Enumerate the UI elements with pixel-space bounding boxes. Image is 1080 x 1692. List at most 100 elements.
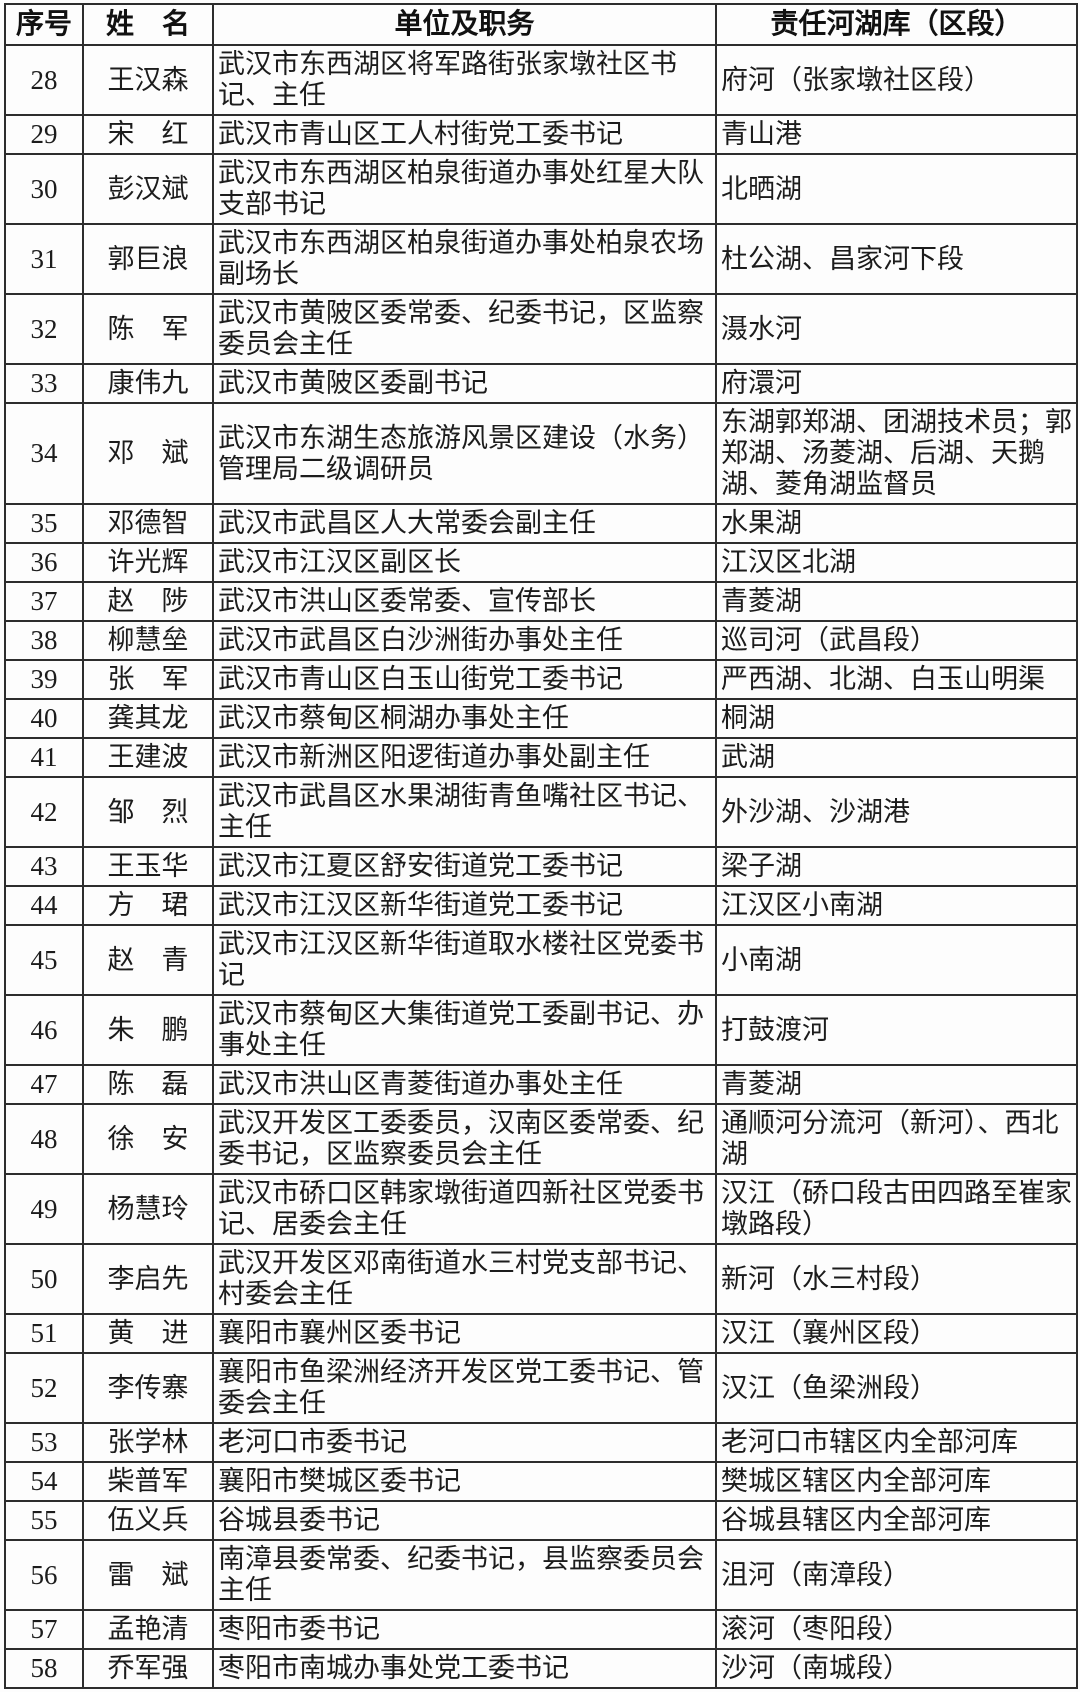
name-cell: 乔军强 [82,1648,214,1689]
table-row: 50 李启先 武汉开发区邓南街道水三村党支部书记、村委会主任 新河（水三村段） [4,1243,1078,1315]
index-cell: 41 [4,737,84,778]
river-cell: 青山港 [715,114,1078,155]
river-cell: 汉江（襄州区段） [715,1313,1078,1354]
table-row: 56 雷 斌南漳县委常委、纪委书记，县监察委员会主任 沮河（南漳段） [4,1539,1078,1611]
table-row: 29 宋 红武汉市青山区工人村街党工委书记 青山港 [4,114,1078,155]
table-row: 52 李传寨 襄阳市鱼梁洲经济开发区党工委书记、管委会主任 汉江（鱼梁洲段） [4,1352,1078,1424]
index-cell: 40 [4,698,84,739]
name-cell: 方 珺 [82,885,214,926]
name-cell: 王建波 [82,737,214,778]
index-cell: 49 [4,1173,84,1245]
index-cell: 52 [4,1352,84,1424]
unit-cell: 武汉市东西湖区柏泉街道办事处柏泉农场副场长 [212,223,717,295]
unit-cell: 武汉市黄陂区委常委、纪委书记，区监察委员会主任 [212,293,717,365]
table-row: 47 陈 磊武汉市洪山区青菱街道办事处主任 青菱湖 [4,1064,1078,1105]
river-cell: 谷城县辖区内全部河库 [715,1500,1078,1541]
name-cell: 张学林 [82,1422,214,1463]
name-cell: 雷 斌 [82,1539,214,1611]
index-cell: 46 [4,994,84,1066]
index-cell: 39 [4,659,84,700]
river-cell: 府河（张家墩社区段） [715,44,1078,116]
name-cell: 陈 磊 [82,1064,214,1105]
table-row: 51 黄 进襄阳市襄州区委书记 汉江（襄州区段） [4,1313,1078,1354]
index-cell: 55 [4,1500,84,1541]
river-cell: 武湖 [715,737,1078,778]
table-row: 45 赵 青武汉市江汉区新华街道取水楼社区党委书记 小南湖 [4,924,1078,996]
index-cell: 42 [4,776,84,848]
index-cell: 30 [4,153,84,225]
unit-cell: 武汉市江汉区新华街道取水楼社区党委书记 [212,924,717,996]
river-cell: 江汉区北湖 [715,542,1078,583]
unit-cell: 武汉市洪山区委常委、宣传部长 [212,581,717,622]
index-cell: 48 [4,1103,84,1175]
unit-cell: 武汉市江夏区舒安街道党工委书记 [212,846,717,887]
index-cell: 31 [4,223,84,295]
table-row: 57 孟艳清 枣阳市委书记 滚河（枣阳段） [4,1609,1078,1650]
name-cell: 孟艳清 [82,1609,214,1650]
index-cell: 33 [4,363,84,404]
index-cell: 54 [4,1461,84,1502]
table-row: 28 王汉森 武汉市东西湖区将军路街张家墩社区书记、主任 府河（张家墩社区段） [4,44,1078,116]
table-row: 43 王玉华 武汉市江夏区舒安街道党工委书记 梁子湖 [4,846,1078,887]
river-cell: 滠水河 [715,293,1078,365]
name-cell: 李启先 [82,1243,214,1315]
unit-cell: 武汉市青山区白玉山街党工委书记 [212,659,717,700]
header-row: 序号 姓 名 单位及职务 责任河湖库（区段） [4,3,1078,46]
river-cell: 老河口市辖区内全部河库 [715,1422,1078,1463]
table-row: 33 康伟九 武汉市黄陂区委副书记 府澴河 [4,363,1078,404]
index-cell: 53 [4,1422,84,1463]
name-cell: 邓德智 [82,503,214,544]
river-cell: 杜公湖、昌家河下段 [715,223,1078,295]
index-cell: 43 [4,846,84,887]
table-row: 30 彭汉斌 武汉市东西湖区柏泉街道办事处红星大队支部书记 北晒湖 [4,153,1078,225]
table-body: 28 王汉森 武汉市东西湖区将军路街张家墩社区书记、主任 府河（张家墩社区段） 29 宋 … [4,44,1078,1689]
name-cell: 王汉森 [82,44,214,116]
name-cell: 彭汉斌 [82,153,214,225]
river-cell: 巡司河（武昌段） [715,620,1078,661]
index-cell: 56 [4,1539,84,1611]
table-row: 37 赵 陟武汉市洪山区委常委、宣传部长 青菱湖 [4,581,1078,622]
river-cell: 府澴河 [715,363,1078,404]
index-cell: 29 [4,114,84,155]
name-cell: 赵 青 [82,924,214,996]
unit-cell: 武汉市江汉区副区长 [212,542,717,583]
table-row: 49 杨慧玲 武汉市硚口区韩家墩街道四新社区党委书记、居委会主任 汉江（硚口段古田四路… [4,1173,1078,1245]
table-row: 46 朱 鹏武汉市蔡甸区大集街道党工委副书记、办事处主任 打鼓渡河 [4,994,1078,1066]
unit-cell: 武汉市黄陂区委副书记 [212,363,717,404]
unit-cell: 武汉市武昌区白沙洲街办事处主任 [212,620,717,661]
unit-cell: 武汉市新洲区阳逻街道办事处副主任 [212,737,717,778]
index-cell: 32 [4,293,84,365]
unit-cell: 武汉开发区邓南街道水三村党支部书记、村委会主任 [212,1243,717,1315]
index-cell: 36 [4,542,84,583]
column-header-river: 责任河湖库（区段） [715,3,1078,46]
name-cell: 柳慧垒 [82,620,214,661]
unit-cell: 襄阳市樊城区委书记 [212,1461,717,1502]
unit-cell: 武汉开发区工委委员，汉南区委常委、纪委书记，区监察委员会主任 [212,1103,717,1175]
unit-cell: 武汉市青山区工人村街党工委书记 [212,114,717,155]
river-cell: 沙河（南城段） [715,1648,1078,1689]
name-cell: 郭巨浪 [82,223,214,295]
name-cell: 邓 斌 [82,402,214,505]
index-cell: 34 [4,402,84,505]
river-cell: 沮河（南漳段） [715,1539,1078,1611]
column-header-name: 姓 名 [82,3,214,46]
name-cell: 徐 安 [82,1103,214,1175]
index-cell: 50 [4,1243,84,1315]
river-cell: 通顺河分流河（新河）、西北湖 [715,1103,1078,1175]
index-cell: 57 [4,1609,84,1650]
index-cell: 35 [4,503,84,544]
river-cell: 梁子湖 [715,846,1078,887]
unit-cell: 武汉市江汉区新华街道党工委书记 [212,885,717,926]
name-cell: 朱 鹏 [82,994,214,1066]
river-cell: 江汉区小南湖 [715,885,1078,926]
unit-cell: 南漳县委常委、纪委书记，县监察委员会主任 [212,1539,717,1611]
table-row: 32 陈 军武汉市黄陂区委常委、纪委书记，区监察委员会主任 滠水河 [4,293,1078,365]
name-cell: 张 军 [82,659,214,700]
column-header-index: 序号 [4,3,84,46]
table-row: 34 邓 斌武汉市东湖生态旅游风景区建设（水务）管理局二级调研员 东湖郭郑湖、团湖技… [4,402,1078,505]
river-cell: 水果湖 [715,503,1078,544]
name-cell: 杨慧玲 [82,1173,214,1245]
unit-cell: 枣阳市委书记 [212,1609,717,1650]
river-cell: 桐湖 [715,698,1078,739]
